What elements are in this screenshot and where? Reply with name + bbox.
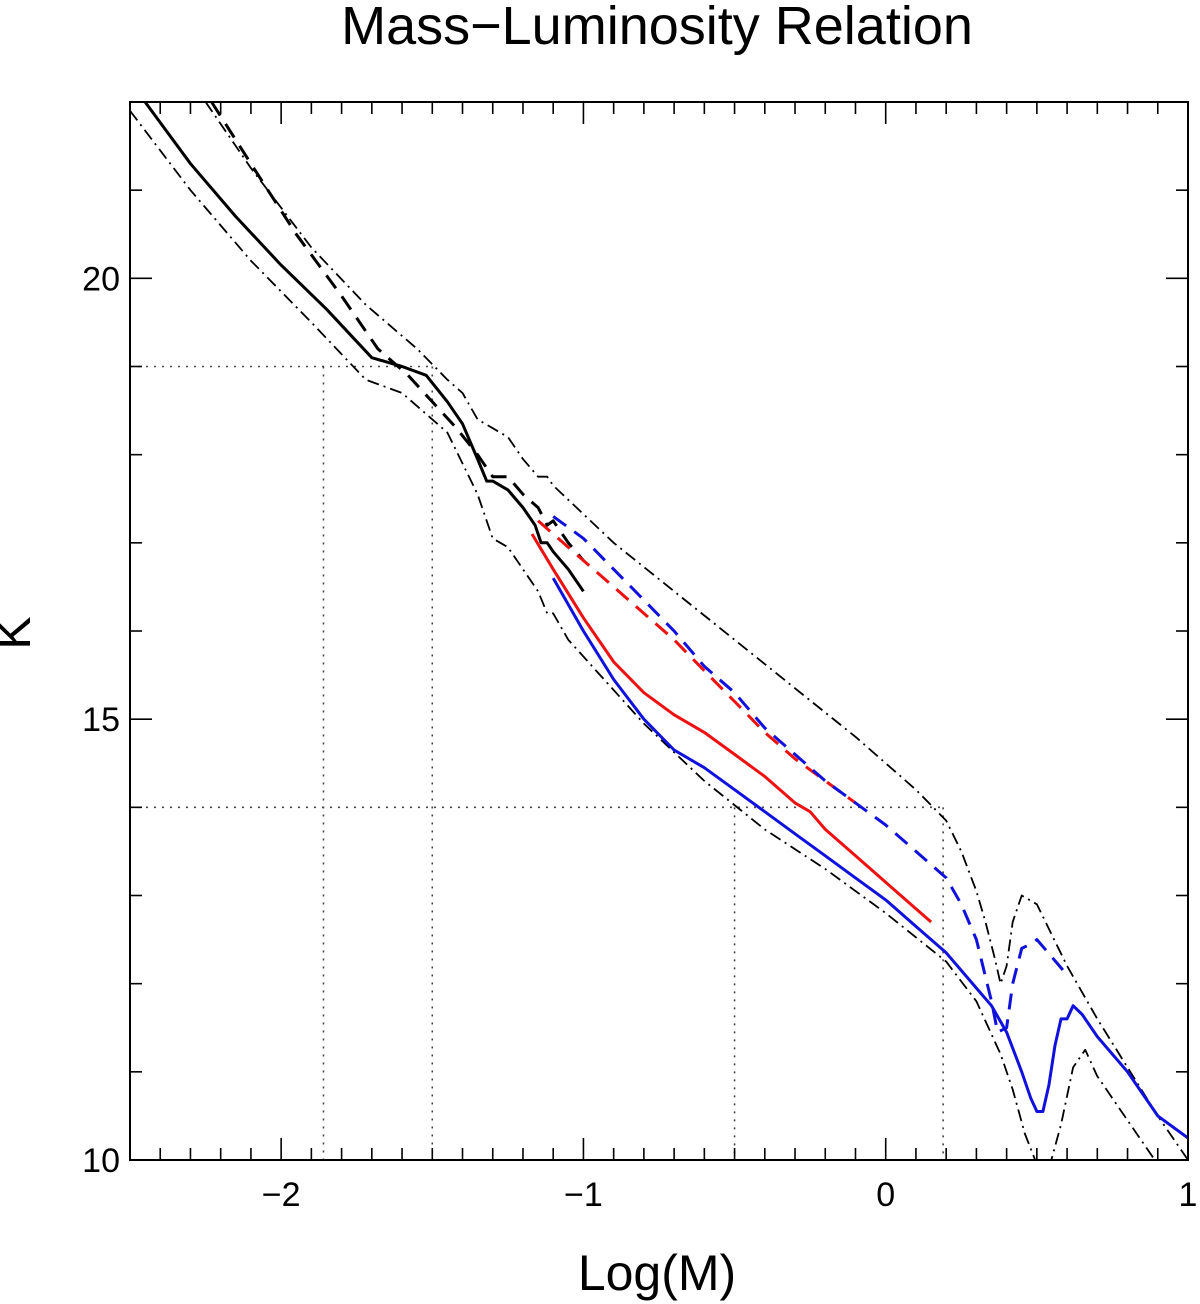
x-tick-label: 1 — [1179, 1176, 1198, 1214]
series-line-black-solid-0 — [143, 102, 585, 593]
ticks: −2 −1 0 1 10 15 20 — [82, 101, 1198, 1214]
series-line-black-dashdot-2 — [130, 110, 1156, 1160]
plot-frame — [129, 101, 1189, 1161]
series-line-red-solid-4 — [530, 533, 933, 924]
x-tick-label: −2 — [262, 1176, 301, 1214]
chart-title: Mass−Luminosity Relation — [341, 0, 973, 56]
reference-lines — [130, 365, 944, 1160]
y-tick-label: 10 — [82, 1142, 120, 1180]
x-tick-label: 0 — [876, 1176, 895, 1214]
series-line-blue-dash-7 — [552, 515, 1069, 1034]
series-line-red-dash-5 — [537, 519, 857, 805]
x-tick-label: −1 — [564, 1176, 603, 1214]
series-line-black-dashdot-3 — [204, 102, 1188, 1160]
x-axis-label: Log(M) — [578, 1245, 736, 1301]
series-line-blue-solid-6 — [551, 577, 1188, 1140]
series-layer — [130, 102, 1188, 1160]
y-tick-label: 15 — [82, 701, 120, 739]
y-axis-label: K — [0, 616, 41, 649]
y-tick-label: 20 — [82, 260, 120, 298]
series-line-black-dash-1 — [210, 102, 585, 562]
